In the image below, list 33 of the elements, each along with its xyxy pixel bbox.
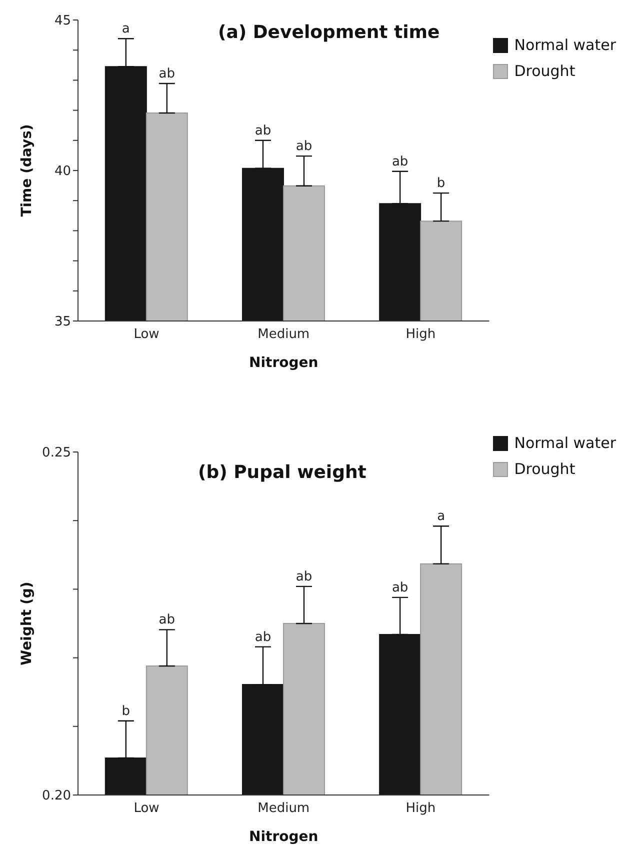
- x-axis-title: Nitrogen: [249, 355, 318, 371]
- annotation: ab: [254, 123, 272, 138]
- annotation: ab: [158, 66, 176, 82]
- y-tick-label: 45: [54, 14, 71, 29]
- x-tick-label: High: [406, 801, 436, 816]
- y-tick-label: 40: [54, 164, 71, 180]
- x-tick-label: High: [406, 327, 436, 342]
- annotation: b: [436, 176, 446, 192]
- y-tick-label: 0.25: [42, 446, 71, 461]
- chart-title: (a) Development time: [218, 22, 440, 43]
- text: (b) Pupal weight: [198, 462, 366, 483]
- annotation: a: [122, 22, 130, 37]
- x-tick-label: Low: [134, 801, 160, 816]
- y-tick-label: 35: [54, 314, 71, 330]
- annotation: ab: [392, 154, 408, 170]
- legend-label: Normal water: [514, 35, 616, 56]
- annotation: b: [122, 704, 130, 719]
- legend-label: Normal water: [514, 433, 616, 454]
- annotation: a: [437, 509, 446, 524]
- annotation: ab: [392, 580, 408, 596]
- annotation: ab: [158, 612, 176, 628]
- annotation: ab: [296, 139, 312, 154]
- x-tick-label: Medium: [258, 801, 310, 816]
- y-axis-title: Time (days): [18, 124, 35, 217]
- x-axis-title: Nitrogen: [249, 829, 318, 845]
- annotation: ab: [254, 630, 272, 645]
- annotation: ab: [296, 569, 312, 584]
- x-tick-label: Medium: [258, 327, 310, 342]
- legend-label: Drought: [514, 61, 576, 82]
- y-axis-title: Weight (g): [18, 582, 35, 666]
- legend-label: Drought: [514, 459, 576, 480]
- x-tick-label: Low: [134, 327, 160, 342]
- y-tick-label: 0.20: [42, 788, 71, 804]
